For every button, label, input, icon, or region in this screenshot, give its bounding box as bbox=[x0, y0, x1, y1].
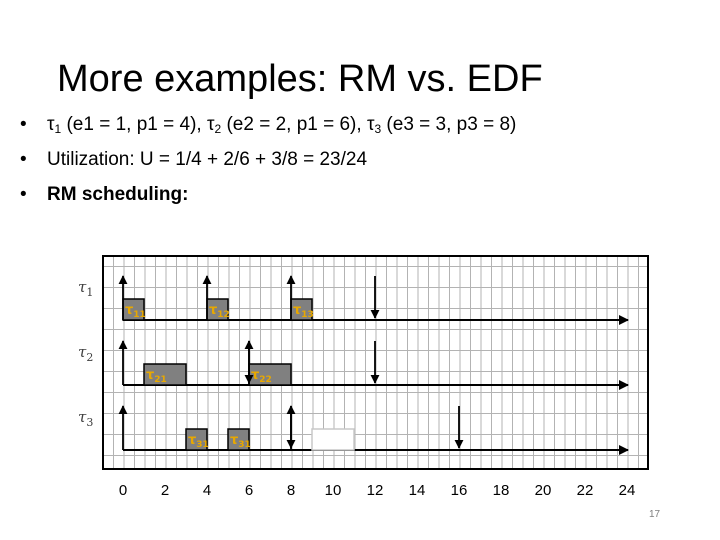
job-label-symbol: τ bbox=[209, 303, 217, 318]
task-label-subscript: 2 bbox=[86, 351, 93, 364]
x-tick-label: 10 bbox=[325, 482, 342, 499]
job-label-symbol: τ bbox=[146, 368, 154, 383]
job-label: τ21 bbox=[146, 368, 167, 385]
diagram-frame bbox=[102, 255, 649, 470]
job-label-symbol: τ bbox=[125, 303, 133, 318]
job-label-symbol: τ bbox=[230, 433, 238, 448]
slide-number: 17 bbox=[649, 509, 661, 520]
x-tick-label: 22 bbox=[577, 482, 594, 499]
x-tick-label: 12 bbox=[367, 482, 384, 499]
x-tick-label: 16 bbox=[451, 482, 468, 499]
task-label: τ1 bbox=[78, 278, 93, 299]
bullet-dot: • bbox=[20, 149, 27, 170]
job-label-subscript: 13 bbox=[301, 310, 314, 320]
job-block bbox=[143, 363, 187, 386]
x-tick-label: 0 bbox=[119, 482, 127, 499]
job-label: τ11 bbox=[125, 303, 146, 320]
job-label: τ13 bbox=[293, 303, 314, 320]
task-label-subscript: 3 bbox=[86, 416, 93, 429]
task-label: τ3 bbox=[78, 408, 93, 429]
task-label-subscript: 1 bbox=[86, 286, 93, 299]
task-label-symbol: τ bbox=[78, 408, 87, 426]
slide-title: More examples: RM vs. EDF bbox=[57, 58, 543, 100]
job-label-subscript: 22 bbox=[259, 375, 272, 385]
x-tick-label: 20 bbox=[535, 482, 552, 499]
job-label-subscript: 31 bbox=[238, 440, 251, 450]
job-label: τ12 bbox=[209, 303, 230, 320]
job-label-symbol: τ bbox=[188, 433, 196, 448]
x-tick-label: 24 bbox=[619, 482, 636, 499]
job-label: τ31 bbox=[230, 433, 251, 450]
job-label: τ22 bbox=[251, 368, 272, 385]
job-label-subscript: 21 bbox=[154, 375, 167, 385]
job-label: τ31 bbox=[188, 433, 209, 450]
utilization-text: Utilization: U = 1/4 + 2/6 + 3/8 = 23/24 bbox=[47, 149, 368, 170]
x-tick-label: 8 bbox=[287, 482, 295, 499]
task-label: τ2 bbox=[78, 343, 93, 364]
grid-lines bbox=[103, 256, 648, 469]
idle-gap bbox=[311, 428, 355, 451]
job-label-subscript: 12 bbox=[217, 310, 230, 320]
job-label-symbol: τ bbox=[293, 303, 301, 318]
task-label-symbol: τ bbox=[78, 343, 87, 361]
task-label-symbol: τ bbox=[78, 278, 87, 296]
x-tick-label: 18 bbox=[493, 482, 510, 499]
x-tick-label: 2 bbox=[161, 482, 169, 499]
bullet-dot: • bbox=[20, 184, 27, 205]
job-label-subscript: 31 bbox=[196, 440, 209, 450]
x-tick-label: 14 bbox=[409, 482, 426, 499]
job-label-subscript: 11 bbox=[133, 310, 146, 320]
job-block bbox=[185, 428, 208, 451]
job-label-symbol: τ bbox=[251, 368, 259, 383]
x-tick-label: 6 bbox=[245, 482, 253, 499]
bullet-dot: • bbox=[20, 114, 27, 135]
task-parameters-text: τ1 (e1 = 1, p1 = 4), τ2 (e2 = 2, p1 = 6)… bbox=[47, 114, 517, 136]
x-tick-label: 4 bbox=[203, 482, 211, 499]
rm-scheduling-heading: RM scheduling: bbox=[47, 184, 189, 205]
job-block bbox=[227, 428, 250, 451]
